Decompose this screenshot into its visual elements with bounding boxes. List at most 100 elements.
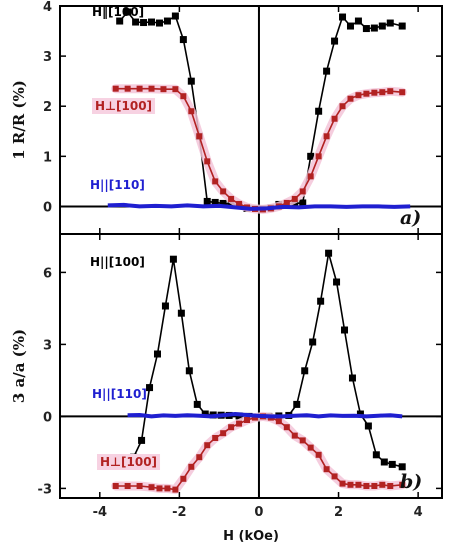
data-point xyxy=(315,451,322,458)
data-point xyxy=(196,454,203,461)
plot-frame xyxy=(59,5,443,235)
data-point xyxy=(399,89,406,96)
data-point xyxy=(339,480,346,487)
data-point xyxy=(339,13,347,21)
data-point xyxy=(299,199,307,207)
x-tick-label: -2 xyxy=(172,505,186,520)
data-point xyxy=(172,86,179,93)
data-point xyxy=(299,437,306,444)
data-point xyxy=(364,422,372,430)
series-label: H⊥[100] xyxy=(95,99,152,113)
data-point xyxy=(371,483,378,489)
x-tick-label: 0 xyxy=(254,505,263,520)
data-point xyxy=(333,278,341,286)
panel-b: 3 a/a (%) H (kOe) -3 0 3 6 -4 -2 0 2 4 H||[100] H⊥… xyxy=(10,233,443,544)
data-point xyxy=(124,85,131,92)
data-point xyxy=(219,199,227,207)
data-point xyxy=(112,85,119,92)
data-point xyxy=(236,420,243,427)
data-point xyxy=(346,22,354,30)
data-point xyxy=(171,12,179,20)
data-point xyxy=(387,483,394,489)
data-point xyxy=(370,24,378,32)
y-tick-label: 6 xyxy=(43,266,52,281)
data-point xyxy=(136,483,143,489)
data-point xyxy=(299,188,306,195)
series-label: H‖[100] xyxy=(92,5,144,19)
data-point xyxy=(196,133,203,140)
series-line xyxy=(107,202,411,211)
data-point xyxy=(124,483,131,489)
data-point xyxy=(331,37,339,45)
data-point xyxy=(379,481,386,488)
panel-b-label: b) xyxy=(400,471,422,493)
data-point xyxy=(187,77,195,85)
data-point xyxy=(155,19,163,27)
data-point xyxy=(180,93,187,100)
data-point xyxy=(307,444,314,451)
data-point xyxy=(380,458,388,466)
data-point xyxy=(355,481,362,488)
data-point xyxy=(164,485,171,492)
data-point xyxy=(339,103,346,110)
data-point xyxy=(331,473,338,480)
data-point xyxy=(347,95,354,102)
data-point xyxy=(323,466,330,473)
data-point xyxy=(212,435,219,441)
y-tick-label: -3 xyxy=(38,482,52,497)
data-point xyxy=(388,460,396,468)
data-point xyxy=(211,198,219,206)
data-point xyxy=(188,463,195,470)
data-point xyxy=(161,302,169,310)
data-point xyxy=(177,309,185,317)
data-point xyxy=(293,400,301,408)
plot-frame xyxy=(59,233,443,499)
data-point xyxy=(363,483,370,489)
data-point xyxy=(309,338,317,346)
series-label: H||[110] xyxy=(90,178,145,192)
data-point xyxy=(172,486,179,493)
data-point xyxy=(204,442,211,449)
x-tick-label: -4 xyxy=(93,505,107,520)
data-point xyxy=(348,374,356,382)
data-point xyxy=(180,475,187,482)
series-line xyxy=(119,11,403,210)
data-point xyxy=(148,18,156,26)
data-point xyxy=(371,89,378,96)
data-point xyxy=(124,8,132,16)
data-point xyxy=(163,17,171,25)
panel-b-y-axis-label: 3 a/a (%) xyxy=(10,329,28,403)
data-point xyxy=(347,481,354,488)
series-label: H||[110] xyxy=(92,387,147,401)
data-point xyxy=(398,463,406,471)
data-point xyxy=(148,484,155,491)
data-point xyxy=(236,200,243,207)
y-tick-label: 4 xyxy=(43,0,52,15)
data-point xyxy=(379,89,386,96)
data-point xyxy=(220,430,227,437)
data-point xyxy=(317,297,325,305)
panel-a: 1 R/R (%) 0 1 2 3 4 H‖[100] H⊥[100] H||[110] a) xyxy=(10,0,443,235)
data-point xyxy=(148,85,155,92)
data-point xyxy=(156,485,163,492)
data-point xyxy=(331,115,338,122)
data-point xyxy=(372,451,380,459)
data-point xyxy=(140,19,148,27)
y-tick-label: 3 xyxy=(43,338,52,353)
data-point xyxy=(275,418,282,425)
data-point xyxy=(356,410,364,418)
series-label-highlight xyxy=(92,98,156,114)
x-axis-label: H (kOe) xyxy=(223,529,279,544)
series-label-highlight xyxy=(97,454,161,470)
data-point xyxy=(220,188,227,195)
panel-a-y-axis-label: 1 R/R (%) xyxy=(10,80,28,160)
data-point xyxy=(204,158,211,165)
data-point xyxy=(185,367,193,375)
data-point xyxy=(188,108,195,115)
data-point xyxy=(325,249,333,257)
y-tick-label: 3 xyxy=(43,50,52,65)
data-point xyxy=(301,367,309,375)
data-point xyxy=(179,36,187,44)
data-point xyxy=(153,350,161,358)
data-point xyxy=(307,152,315,160)
